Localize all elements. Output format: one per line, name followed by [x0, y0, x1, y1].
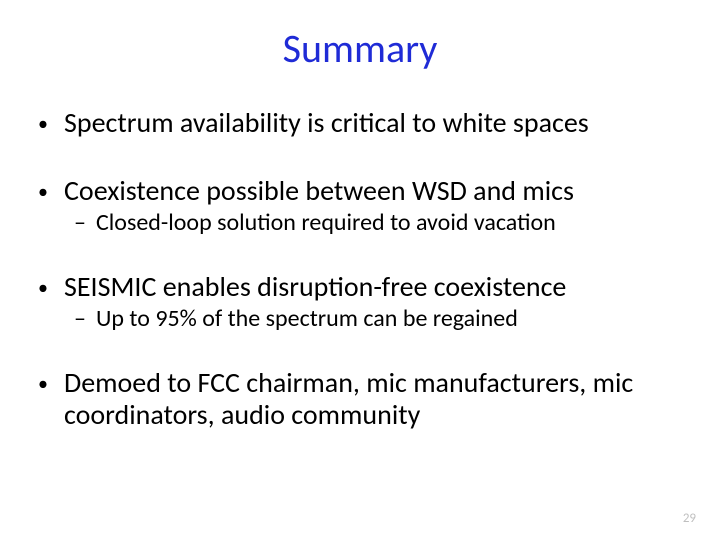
spacer: [36, 243, 684, 271]
bullet-text: Spectrum availability is critical to whi…: [64, 107, 684, 139]
bullet-list: • Spectrum availability is critical to w…: [36, 107, 684, 431]
bullet-level1: • Coexistence possible between WSD and m…: [36, 175, 684, 207]
spacer: [36, 147, 684, 175]
bullet-dash-icon: –: [74, 305, 96, 333]
bullet-text: SEISMIC enables disruption-free coexiste…: [64, 271, 684, 303]
bullet-level2: – Up to 95% of the spectrum can be regai…: [74, 305, 684, 333]
page-number: 29: [683, 511, 696, 526]
bullet-level1: • SEISMIC enables disruption-free coexis…: [36, 271, 684, 303]
bullet-text: Coexistence possible between WSD and mic…: [64, 175, 684, 207]
bullet-dash-icon: –: [74, 209, 96, 237]
bullet-level1: • Demoed to FCC chairman, mic manufactur…: [36, 367, 684, 431]
bullet-text: Closed-loop solution required to avoid v…: [96, 209, 684, 237]
bullet-dot-icon: •: [36, 175, 64, 207]
bullet-text: Demoed to FCC chairman, mic manufacturer…: [64, 367, 684, 431]
bullet-dot-icon: •: [36, 271, 64, 303]
bullet-text: Up to 95% of the spectrum can be regaine…: [96, 305, 684, 333]
bullet-dot-icon: •: [36, 367, 64, 431]
bullet-level1: • Spectrum availability is critical to w…: [36, 107, 684, 139]
slide-title: Summary: [36, 24, 684, 73]
bullet-dot-icon: •: [36, 107, 64, 139]
bullet-level2: – Closed-loop solution required to avoid…: [74, 209, 684, 237]
spacer: [36, 339, 684, 367]
